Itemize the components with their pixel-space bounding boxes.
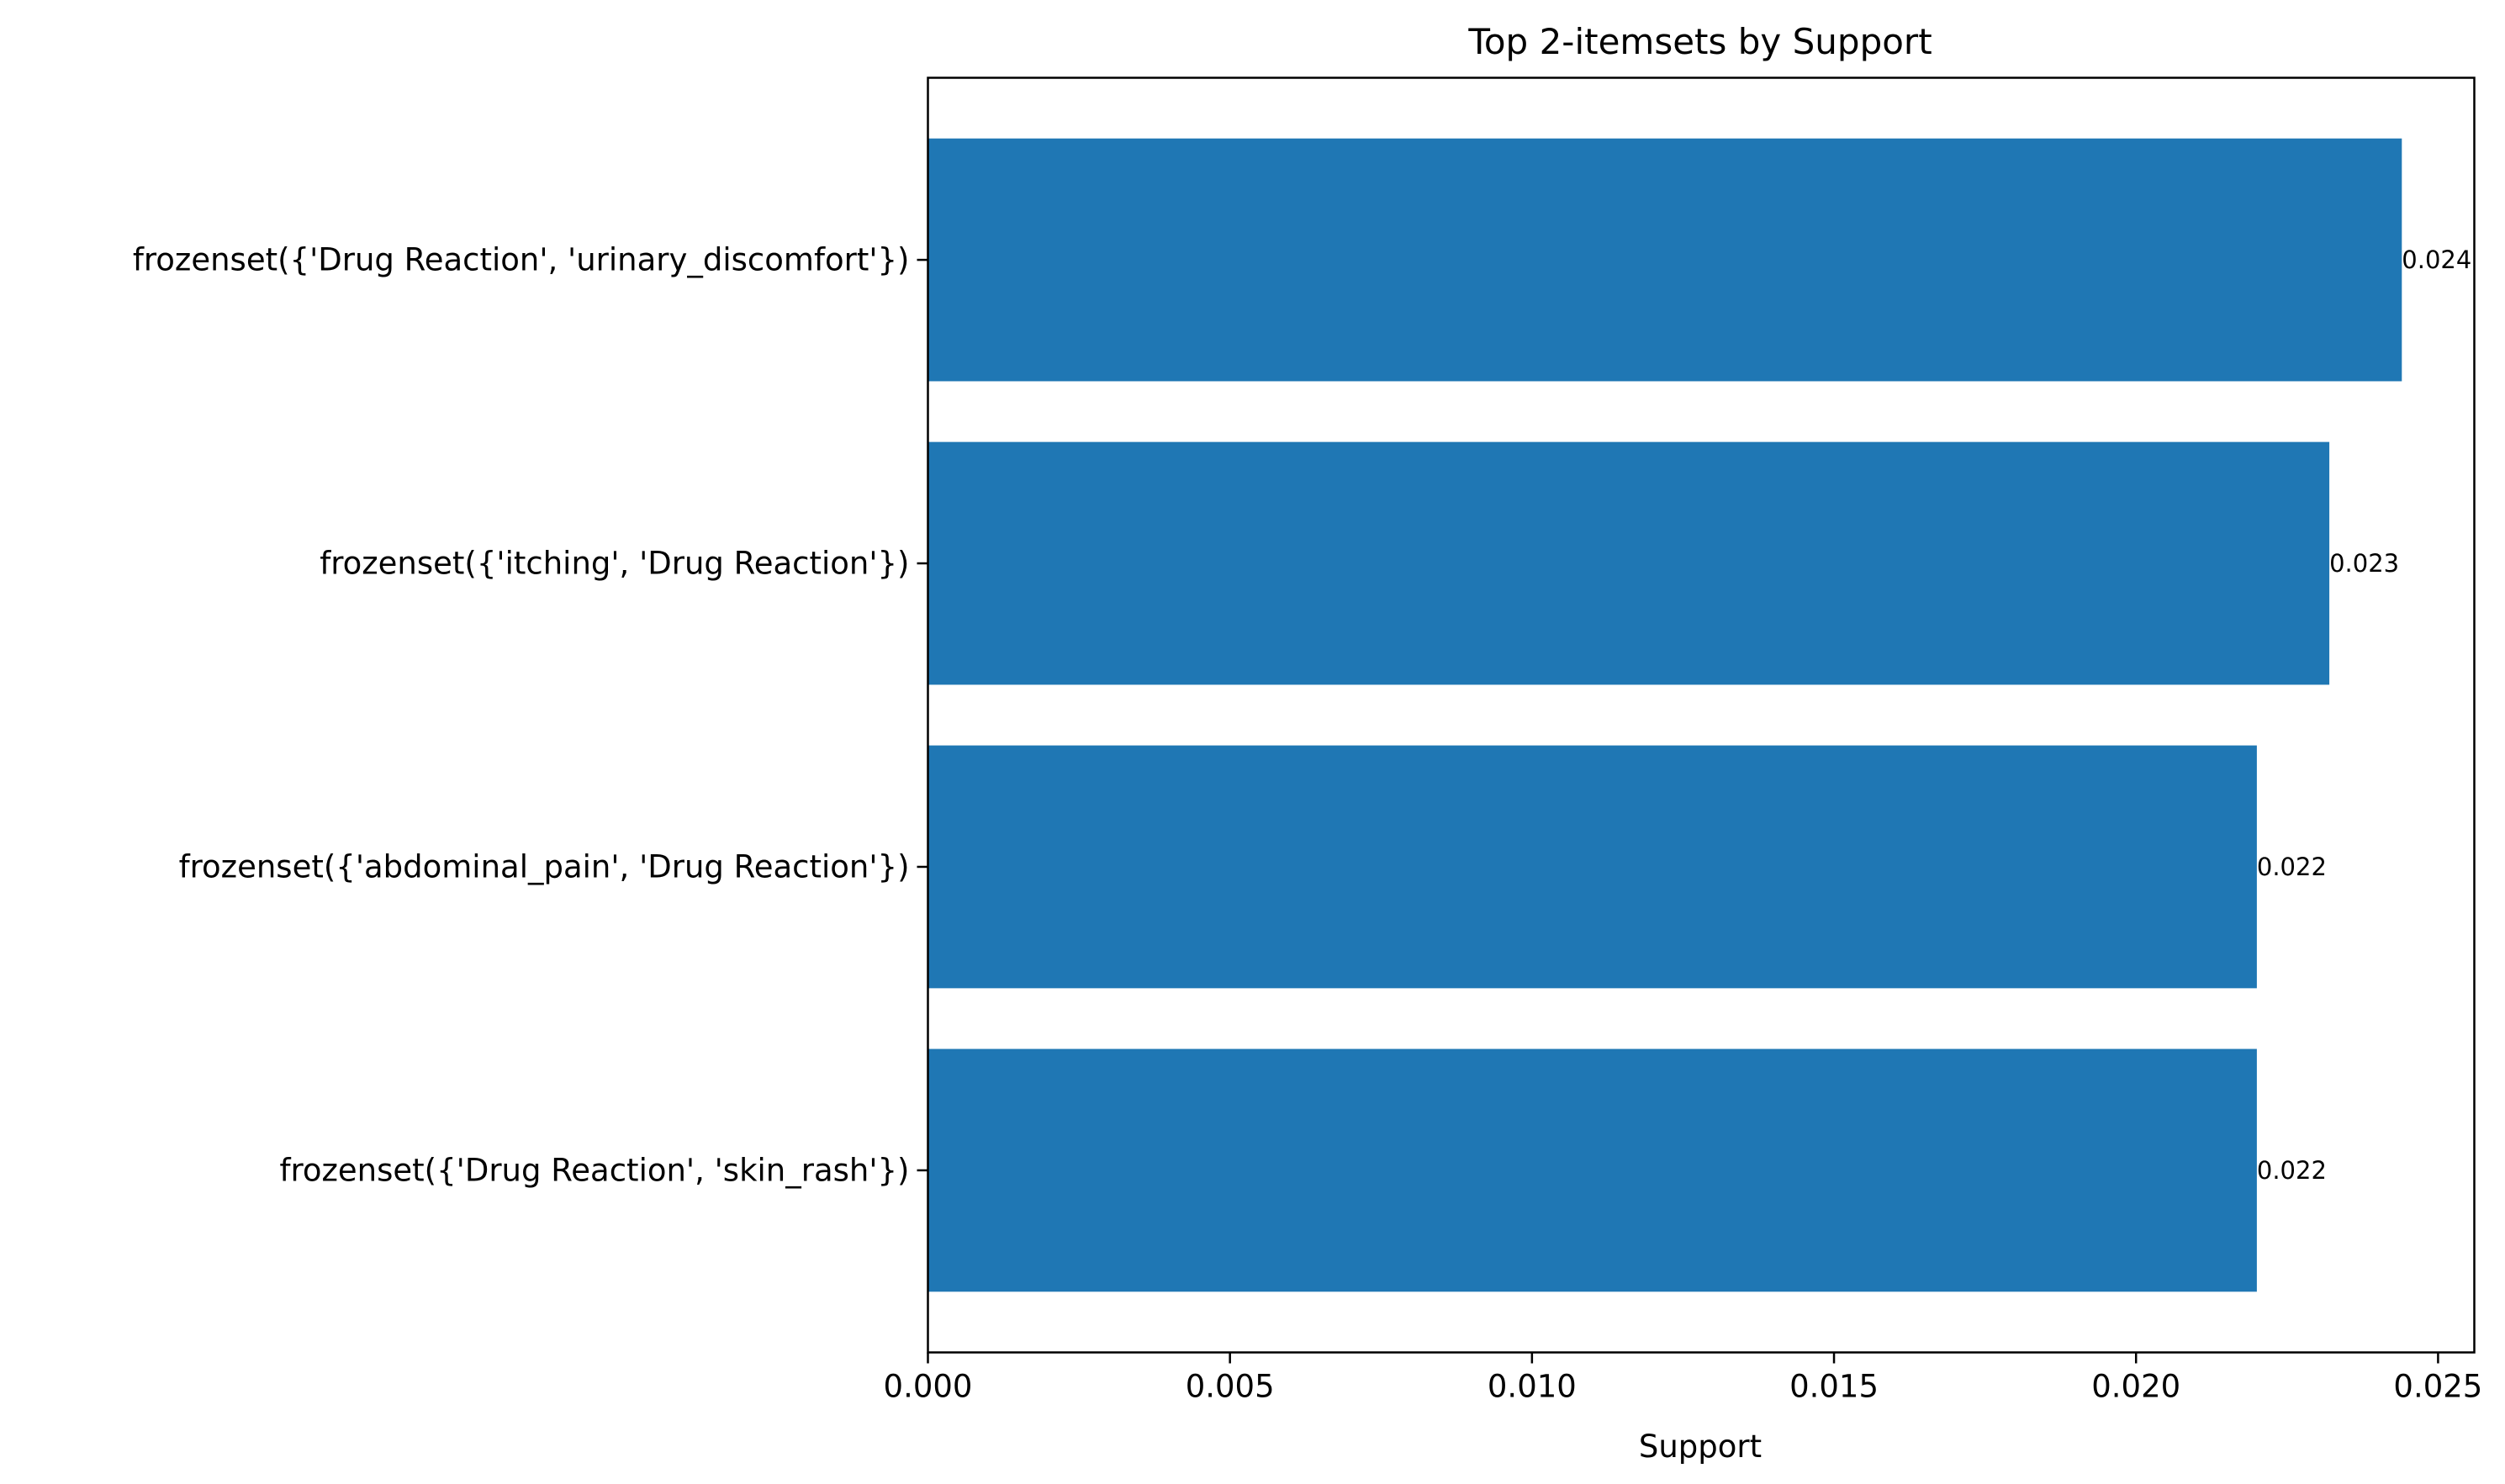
y-tick-label: frozenset({'abdominal_pain', 'Drug React… bbox=[179, 848, 910, 885]
x-ticks-group: 0.000 0.005 0.010 0.015 0.020 0.025 bbox=[884, 1352, 2482, 1405]
bar bbox=[927, 138, 2402, 382]
bar-value-label: 0.024 bbox=[2402, 246, 2471, 274]
y-tick-label: frozenset({'Drug Reaction', 'urinary_dis… bbox=[133, 242, 910, 278]
x-tick-label: 0.020 bbox=[2091, 1369, 2180, 1405]
y-tick-label: frozenset({'Drug Reaction', 'skin_rash'}… bbox=[279, 1152, 909, 1188]
bar-value-label: 0.022 bbox=[2257, 853, 2327, 881]
x-tick-label: 0.000 bbox=[884, 1369, 973, 1405]
bar-value-label: 0.023 bbox=[2329, 549, 2399, 578]
x-tick-label: 0.010 bbox=[1488, 1369, 1577, 1405]
bars-group bbox=[927, 138, 2402, 1292]
x-axis-label: Support bbox=[1639, 1429, 1762, 1465]
data-labels-group: 0.024 0.023 0.022 0.022 bbox=[2257, 246, 2471, 1185]
bar bbox=[927, 1048, 2257, 1292]
bar bbox=[927, 745, 2257, 989]
bar bbox=[927, 441, 2330, 685]
chart-title: Top 2-itemsets by Support bbox=[1467, 21, 1932, 62]
x-tick-label: 0.005 bbox=[1186, 1369, 1275, 1405]
x-tick-label: 0.015 bbox=[1789, 1369, 1879, 1405]
x-tick-label: 0.025 bbox=[2393, 1369, 2482, 1405]
plot-frame bbox=[927, 77, 2476, 1354]
y-tick-labels-group: frozenset({'Drug Reaction', 'urinary_dis… bbox=[133, 242, 928, 1188]
bar-value-label: 0.022 bbox=[2257, 1156, 2327, 1185]
y-tick-label: frozenset({'itching', 'Drug Reaction'}) bbox=[320, 546, 909, 582]
